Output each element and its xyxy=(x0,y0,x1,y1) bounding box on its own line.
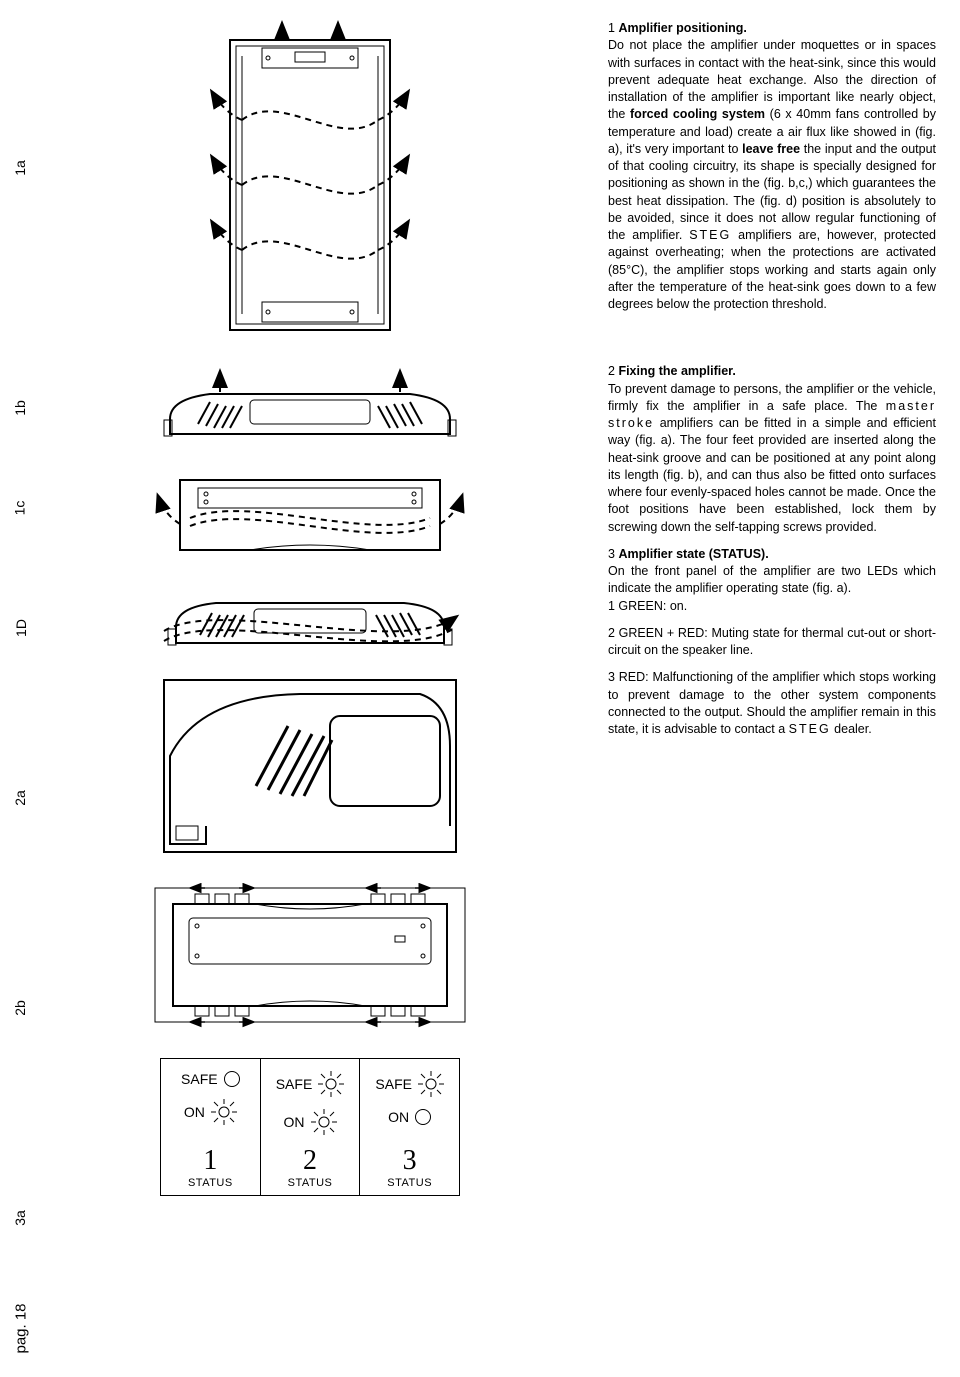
fig-1d xyxy=(150,577,470,662)
section-2: 2 Fixing the amplifier. To prevent damag… xyxy=(608,363,936,536)
left-rail: 1a 1b 1c 1D 2a 2b 3a pag. 18 xyxy=(0,0,40,1377)
status-col-1: SAFE ON 1 STATUS xyxy=(160,1059,260,1195)
sec3-intro: On the front panel of the amplifier are … xyxy=(608,564,936,595)
sec1-num: 1 xyxy=(608,21,615,35)
rail-label-1D: 1D xyxy=(13,619,29,637)
status-num-2: 2 xyxy=(303,1147,317,1175)
sec2-title: Fixing the amplifier. xyxy=(618,364,735,378)
rail-label-3a: 3a xyxy=(12,1210,28,1226)
sec2-body: To prevent damage to persons, the amplif… xyxy=(608,382,936,534)
rail-label-2b: 2b xyxy=(12,1000,28,1016)
status-cap-3: STATUS xyxy=(387,1177,432,1189)
status-on-label: ON xyxy=(284,1114,305,1130)
fig-1b xyxy=(150,364,470,454)
led-on-icon xyxy=(211,1099,237,1125)
section-3-head: 3 Amplifier state (STATUS). On the front… xyxy=(608,546,936,615)
status-num-1: 1 xyxy=(203,1147,217,1175)
led-on-icon xyxy=(418,1071,444,1097)
led-off-icon xyxy=(224,1071,240,1087)
status-safe-label: SAFE xyxy=(375,1076,412,1092)
sec1-body: Do not place the amplifier under moquett… xyxy=(608,38,936,311)
page-number: pag. 18 xyxy=(13,1303,30,1353)
status-num-3: 3 xyxy=(403,1147,417,1175)
led-on-icon xyxy=(318,1071,344,1097)
led-on-icon xyxy=(311,1109,337,1135)
sec1-title: Amplifier positioning. xyxy=(618,21,746,35)
led-off-icon xyxy=(415,1109,431,1125)
sec3-item3: 3 RED: Malfunctioning of the amplifier w… xyxy=(608,669,936,738)
sec2-num: 2 xyxy=(608,364,615,378)
text-column: 1 Amplifier positioning. Do not place th… xyxy=(600,0,960,1377)
section-1: 1 Amplifier positioning. Do not place th… xyxy=(608,20,936,313)
status-col-3: SAFE ON 3 STATUS xyxy=(359,1059,460,1195)
fig-1a xyxy=(170,20,450,350)
fig-1c xyxy=(150,468,470,563)
sec3-item1: 1 GREEN: on. xyxy=(608,599,687,613)
sec3-title: Amplifier state (STATUS). xyxy=(618,547,768,561)
status-on-label: ON xyxy=(184,1104,205,1120)
status-cap-1: STATUS xyxy=(188,1177,233,1189)
page: 1a 1b 1c 1D 2a 2b 3a pag. 18 xyxy=(0,0,960,1377)
sec3-num: 3 xyxy=(608,547,615,561)
rail-label-2a: 2a xyxy=(12,790,28,806)
status-on-label: ON xyxy=(388,1109,409,1125)
fig-2b xyxy=(145,870,475,1040)
sec3-item2: 2 GREEN + RED: Muting state for thermal … xyxy=(608,625,936,660)
status-safe-label: SAFE xyxy=(181,1071,218,1087)
status-safe-label: SAFE xyxy=(276,1076,313,1092)
status-cap-2: STATUS xyxy=(288,1177,333,1189)
fig-3a-status: SAFE ON 1 STATUS SAFE ON xyxy=(160,1058,460,1196)
rail-label-1c: 1c xyxy=(11,501,27,516)
figures-column: SAFE ON 1 STATUS SAFE ON xyxy=(40,0,600,1377)
fig-2a xyxy=(160,676,460,856)
rail-label-1a: 1a xyxy=(12,160,28,176)
rail-label-1b: 1b xyxy=(12,400,28,416)
status-col-2: SAFE ON 2 STATUS xyxy=(260,1059,360,1195)
